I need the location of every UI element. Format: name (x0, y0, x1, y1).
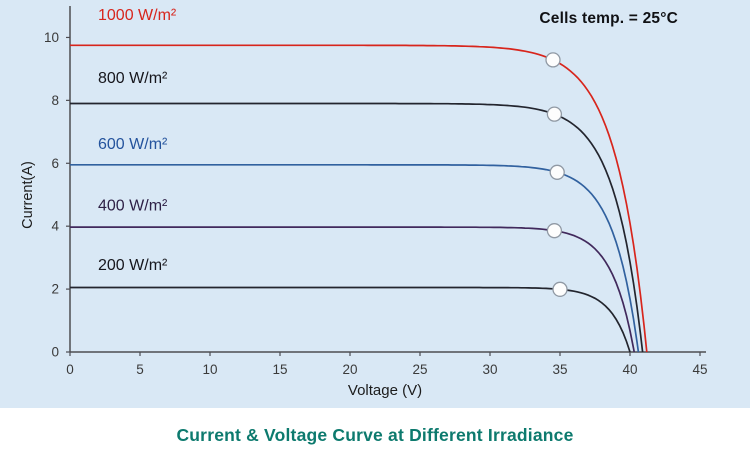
curve-200 (70, 286, 631, 353)
cells-temperature-annotation: Cells temp. = 25°C (539, 10, 678, 27)
curve-600 (70, 163, 640, 353)
x-tick-label: 45 (692, 362, 707, 377)
title-bar: Current & Voltage Curve at Different Irr… (0, 408, 750, 462)
mpp-marker-400 (546, 223, 563, 239)
x-axis-label: Voltage (V) (347, 382, 423, 399)
x-tick-label: 15 (272, 362, 287, 377)
x-tick-label: 30 (482, 362, 497, 377)
series-label-800: 800 W/m² (98, 70, 168, 87)
y-tick-label: 10 (44, 30, 59, 45)
y-tick-label: 0 (51, 345, 59, 360)
mpp-marker-600 (549, 164, 565, 180)
series-label-1000: 1000 W/m² (98, 7, 177, 24)
curve-400 (70, 226, 636, 353)
iv-chart-svg: 0 5 10 15 20 25 30 35 40 45 0 2 4 6 8 10 1000 W/m² 800 W/… (44, 6, 708, 377)
x-tick-label: 40 (622, 362, 637, 377)
mpp-marker-200 (552, 281, 568, 297)
y-axis-label: Current(A) (20, 161, 36, 229)
y-tick-label: 8 (51, 93, 59, 108)
mpp-marker-1000 (545, 52, 561, 68)
x-tick-label: 0 (66, 362, 74, 377)
series-label-400: 400 W/m² (98, 197, 168, 214)
mpp-marker-800 (546, 106, 563, 122)
chart-title: Current & Voltage Curve at Different Irr… (176, 424, 574, 445)
chart-area: 0 5 10 15 20 25 30 35 40 45 0 2 4 6 8 10 1000 W/m² 800 W/… (20, 6, 708, 399)
y-tick-label: 2 (51, 282, 59, 297)
x-tick-label: 5 (136, 362, 144, 377)
series-label-200: 200 W/m² (98, 257, 168, 274)
series-label-600: 600 W/m² (98, 136, 168, 153)
x-tick-label: 25 (412, 362, 427, 377)
x-tick-label: 10 (202, 362, 217, 377)
y-tick-label: 4 (51, 219, 59, 234)
x-tick-label: 35 (552, 362, 567, 377)
y-tick-label: 6 (51, 156, 59, 171)
x-tick-label: 20 (342, 362, 357, 377)
